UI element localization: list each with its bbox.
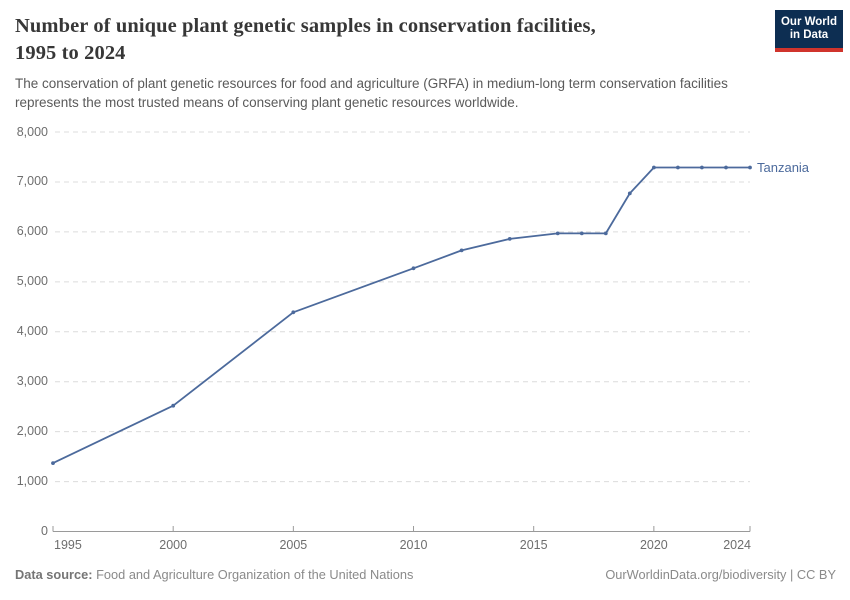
x-axis-tick-label: 2000	[159, 538, 188, 552]
x-axis-tick-label: 1995	[54, 538, 82, 552]
data-point	[724, 165, 728, 170]
owid-logo: Our World in Data	[775, 10, 843, 52]
x-axis-tick-label: 2015	[519, 538, 548, 552]
data-point	[459, 248, 464, 253]
y-axis-tick-label: 1,000	[16, 474, 48, 489]
y-axis-tick-label: 0	[41, 524, 48, 538]
page-title: Number of unique plant genetic samples i…	[15, 13, 755, 67]
y-axis-tick-label: 3,000	[16, 374, 48, 389]
credit-link[interactable]: OurWorldinData.org/biodiversity | CC BY	[605, 567, 836, 582]
data-point	[676, 165, 680, 170]
data-source-value: Food and Agriculture Organization of the…	[96, 567, 414, 582]
y-axis-tick-label: 6,000	[16, 224, 48, 239]
logo-line-1: Our World	[780, 15, 837, 28]
data-point	[579, 231, 584, 236]
data-point	[652, 165, 656, 170]
data-point	[700, 165, 704, 170]
data-point	[627, 191, 632, 196]
subtitle-line-1: The conservation of plant genetic resour…	[15, 76, 728, 91]
data-point	[171, 403, 176, 408]
data-point	[291, 310, 296, 315]
y-axis-tick-label: 2,000	[16, 424, 48, 439]
subtitle-line-2: represents the most trusted means of con…	[15, 95, 519, 110]
data-source-label: Data source:	[15, 567, 93, 582]
series-line	[52, 166, 751, 465]
data-point	[411, 266, 416, 271]
data-point	[603, 231, 608, 236]
x-axis-tick-label: 2005	[279, 538, 308, 552]
y-axis-tick-label: 7,000	[16, 174, 48, 189]
x-axis-tick-label: 2020	[639, 538, 668, 552]
title-line-1: Number of unique plant genetic samples i…	[15, 15, 596, 37]
title-line-2: 1995 to 2024	[15, 42, 126, 64]
y-axis-tick-label: 4,000	[16, 324, 48, 339]
series-label-tanzania: Tanzania	[757, 160, 810, 175]
data-point	[748, 165, 752, 170]
data-source: Data source: Food and Agriculture Organi…	[15, 567, 413, 582]
y-axis-tick-label: 8,000	[16, 124, 48, 139]
x-axis-tick-label: 2010	[399, 538, 428, 552]
data-point	[507, 237, 512, 241]
y-axis-tick-label: 5,000	[16, 274, 48, 289]
x-axis-tick-label: 2024	[723, 538, 751, 552]
data-point	[51, 461, 55, 465]
logo-line-2: in Data	[789, 29, 829, 41]
chart-subtitle: The conservation of plant genetic resour…	[15, 74, 815, 112]
data-point	[555, 231, 560, 236]
